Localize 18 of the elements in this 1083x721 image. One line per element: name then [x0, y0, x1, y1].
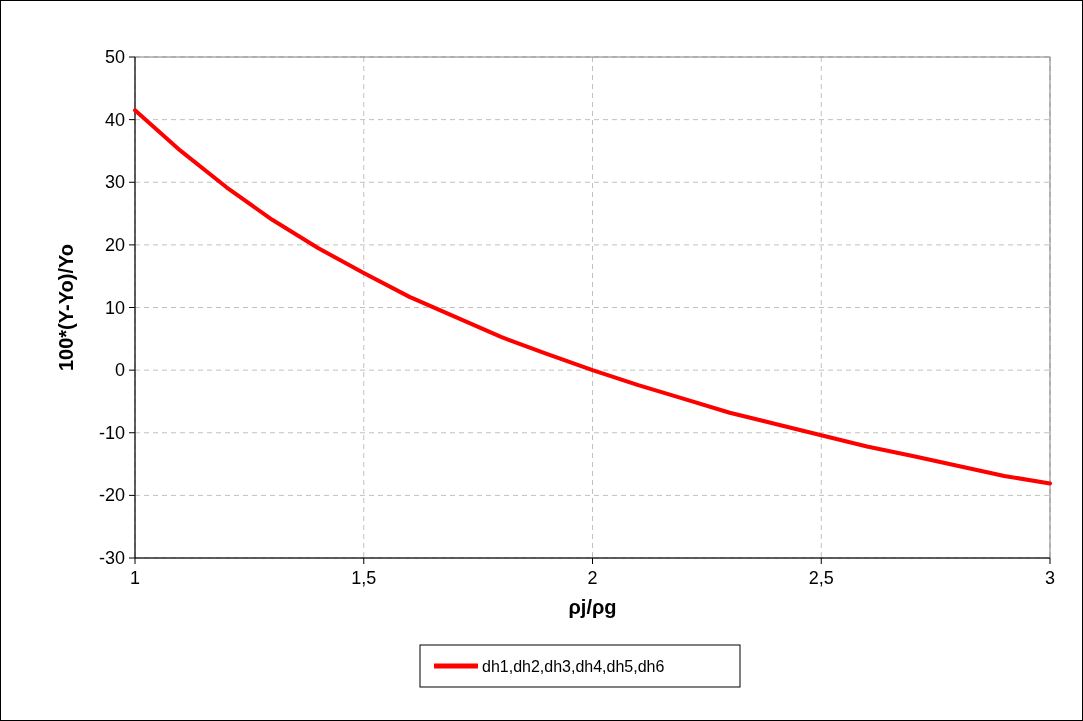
y-tick-label: 0 [114, 360, 125, 381]
y-tick-label: -20 [98, 485, 125, 506]
legend-label: dh1,dh2,dh3,dh4,dh5,dh6 [482, 657, 665, 675]
line-series [133, 108, 1052, 486]
y-tick-label: 20 [104, 234, 125, 255]
x-tick-label: 3 [1044, 568, 1056, 588]
x-tick-label: 1,5 [351, 568, 377, 588]
x-tick-label: 1 [129, 568, 141, 588]
y-tick-label: 40 [104, 109, 125, 130]
y-tick-label: -30 [98, 548, 125, 568]
x-tick-label: 2 [587, 568, 598, 588]
x-tick-label: 2,5 [808, 568, 834, 588]
x-axis-title: ρj/ρg [568, 596, 617, 618]
y-tick-label: 30 [104, 172, 125, 193]
y-tick-label: 50 [104, 47, 125, 67]
y-tick-label: -10 [98, 422, 125, 443]
y-axis-title: 100*(Y-Yo)/Yo [55, 243, 77, 372]
y-tick-label: 10 [104, 297, 125, 318]
